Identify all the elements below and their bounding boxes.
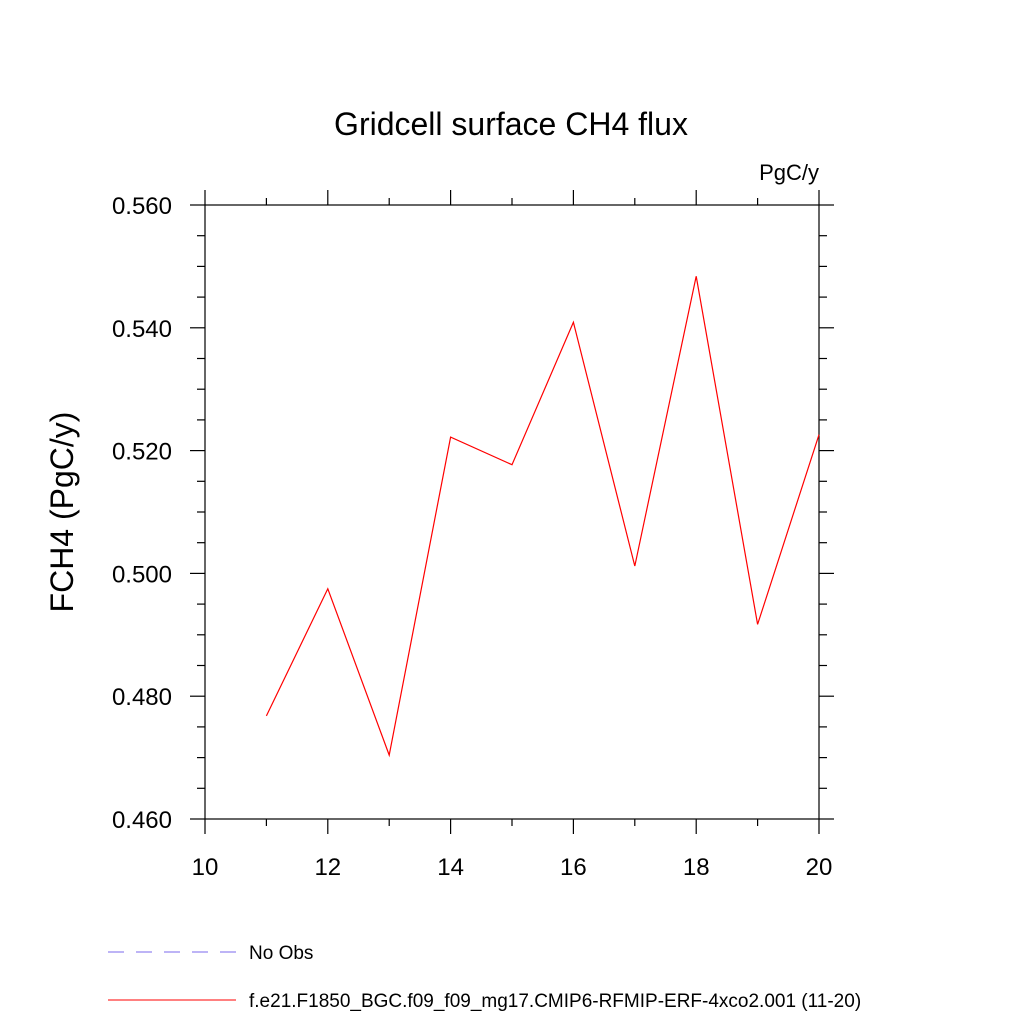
y-tick-label: 0.460	[112, 807, 172, 834]
x-tick-label: 18	[683, 854, 710, 881]
chart-title: Gridcell surface CH4 flux	[334, 106, 688, 142]
x-tick-label: 14	[437, 854, 464, 881]
units-label: PgC/y	[759, 160, 819, 185]
x-tick-label: 12	[314, 854, 341, 881]
legend-label-0: No Obs	[249, 943, 313, 964]
x-tick-label: 16	[560, 854, 587, 881]
legend: No Obs f.e21.F1850_BGC.f09_f09_mg17.CMIP6…	[108, 943, 861, 1012]
axis-tick-labels: 10 12 14 16 18 20 0.460 0.480 0.500 0.520 0.540 0.5…	[112, 193, 832, 881]
y-axis-label: FCH4 (PgC/y)	[44, 412, 80, 613]
y-tick-label: 0.500	[112, 561, 172, 588]
series-layer	[265, 276, 820, 758]
series-line-0	[265, 276, 820, 758]
x-tick-label: 20	[806, 854, 833, 881]
y-tick-label: 0.540	[112, 316, 172, 343]
x-tick-label: 10	[192, 854, 219, 881]
plot-frame	[204, 204, 820, 820]
legend-label-1: f.e21.F1850_BGC.f09_f09_mg17.CMIP6-RFMIP…	[249, 991, 861, 1012]
axis-ticks	[190, 190, 834, 834]
y-tick-label: 0.520	[112, 439, 172, 466]
y-tick-label: 0.560	[112, 193, 172, 220]
y-tick-label: 0.480	[112, 684, 172, 711]
